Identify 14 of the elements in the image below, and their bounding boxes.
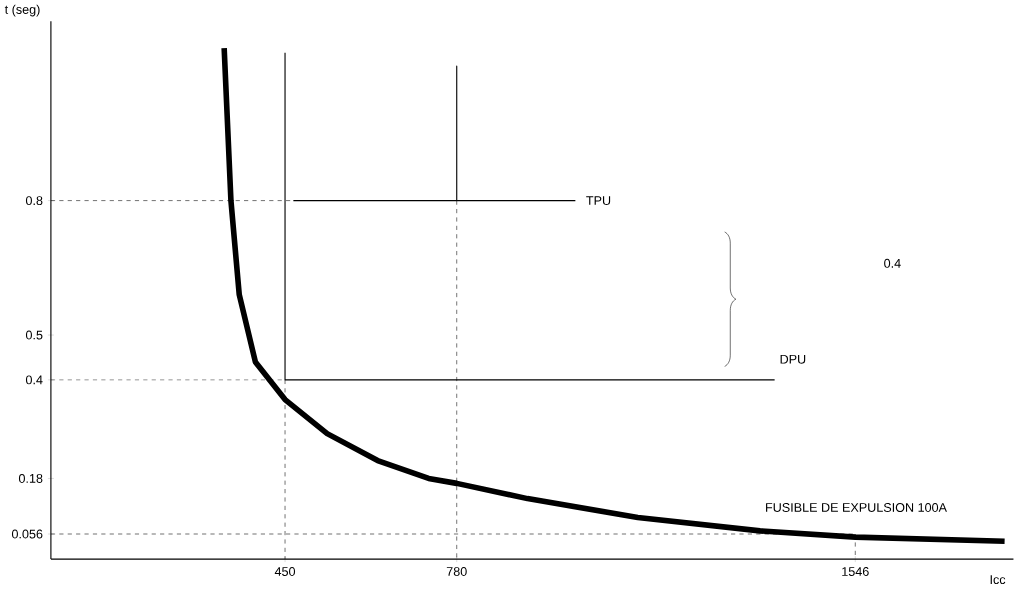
series-label: TPU [586, 196, 611, 206]
y-axis-title: t (seg) [4, 4, 40, 17]
y-tick-label: 0.056 [11, 529, 43, 539]
y-tick-label: 0.4 [25, 375, 43, 385]
y-tick-label: 0.18 [18, 474, 43, 484]
x-tick-label: 450 [274, 567, 296, 577]
series-label: DPU [780, 355, 806, 364]
y-tick-label: 0.8 [25, 196, 43, 206]
x-tick-label: 780 [446, 567, 467, 577]
x-tick-label: 1546 [842, 567, 869, 577]
series-label: FUSIBLE DE EXPULSION 100A [766, 503, 947, 513]
annotation: 0.4 [884, 259, 901, 268]
x-axis-title: Icc [990, 575, 1006, 585]
y-tick-label: 0.5 [25, 330, 43, 340]
